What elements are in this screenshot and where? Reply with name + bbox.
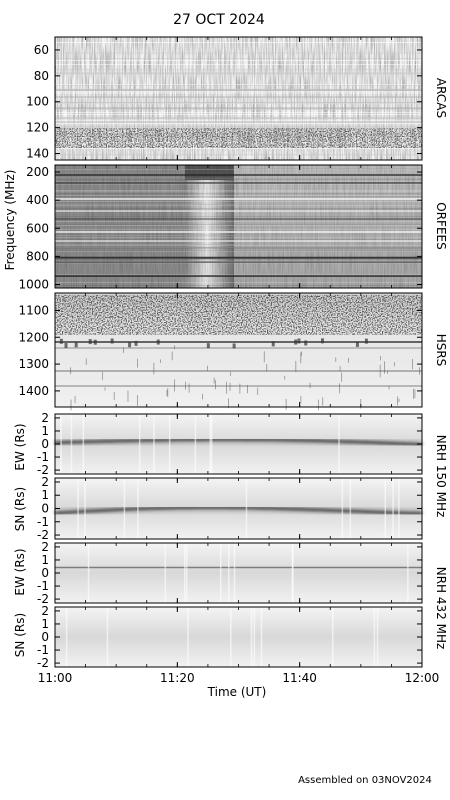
nrh432-ew-label: EW (Rs) <box>13 548 27 595</box>
y-tick-label: 1 <box>41 424 49 438</box>
y-tick-label: 800 <box>26 249 49 263</box>
arcas-panel <box>54 36 423 161</box>
y-tick-label: 200 <box>26 165 49 179</box>
hsrs-panel <box>54 292 423 411</box>
y-tick-label: 80 <box>34 69 49 83</box>
nrh150-ew-panel <box>54 413 423 475</box>
y-tick-label: 600 <box>26 221 49 235</box>
x-tick-label: 11:00 <box>38 671 73 685</box>
x-tick-label: 12:00 <box>405 671 440 685</box>
nrh432-label: NRH 432 MHz <box>434 567 448 650</box>
y-tick-label: -2 <box>37 463 49 477</box>
y-tick-label: 120 <box>26 121 49 135</box>
y-tick-label: 400 <box>26 193 49 207</box>
nrh432-sn-label: SN (Rs) <box>13 613 27 657</box>
assembled-footer: Assembled on 03NOV2024 <box>298 775 432 786</box>
y-tick-label: -1 <box>37 450 49 464</box>
nrh150-ew-label: EW (Rs) <box>13 423 27 470</box>
x-axis-label: Time (UT) <box>207 685 267 699</box>
y-tick-label: 1200 <box>18 330 49 344</box>
figure-title: 27 OCT 2024 <box>173 12 265 28</box>
y-tick-label: -1 <box>37 515 49 529</box>
y-tick-label: 1400 <box>18 384 49 398</box>
y-tick-label: 0 <box>41 502 49 516</box>
y-tick-label: 1300 <box>18 357 49 371</box>
hsrs-label: HSRS <box>434 334 448 367</box>
x-tick-label: 11:20 <box>160 671 195 685</box>
y-tick-label: -1 <box>37 579 49 593</box>
y-tick-label: 140 <box>26 147 49 161</box>
y-tick-label: -2 <box>37 592 49 606</box>
y-tick-label: 2 <box>41 475 49 489</box>
y-tick-label: 1 <box>41 617 49 631</box>
x-tick-label: 11:40 <box>282 671 317 685</box>
orfees-panel <box>54 164 423 289</box>
nrh432-sn-panel <box>54 606 423 668</box>
nrh150-sn-label: SN (Rs) <box>13 487 27 531</box>
y-tick-label: 0 <box>41 566 49 580</box>
nrh-panels <box>54 413 423 668</box>
y-tick-label: 100 <box>26 95 49 109</box>
y-tick-label: 0 <box>41 437 49 451</box>
frequency-axis-label: Frequency (MHz) <box>3 170 17 271</box>
y-tick-label: -2 <box>37 528 49 542</box>
y-tick-label: 1000 <box>18 277 49 291</box>
y-tick-label: 0 <box>41 630 49 644</box>
arcas-label: ARCAS <box>434 78 448 118</box>
y-tick-label: 2 <box>41 604 49 618</box>
y-tick-label: 60 <box>34 43 49 57</box>
y-tick-label: -2 <box>37 656 49 670</box>
y-tick-label: 1 <box>41 553 49 567</box>
orfees-label: ORFEES <box>434 202 448 249</box>
y-tick-label: 1100 <box>18 303 49 317</box>
y-tick-label: 2 <box>41 411 49 425</box>
y-tick-label: -1 <box>37 643 49 657</box>
y-tick-label: 2 <box>41 540 49 554</box>
nrh150-label: NRH 150 MHz <box>434 435 448 518</box>
nrh150-sn-panel <box>54 477 423 540</box>
y-tick-label: 1 <box>41 488 49 502</box>
nrh432-ew-panel <box>54 542 423 604</box>
